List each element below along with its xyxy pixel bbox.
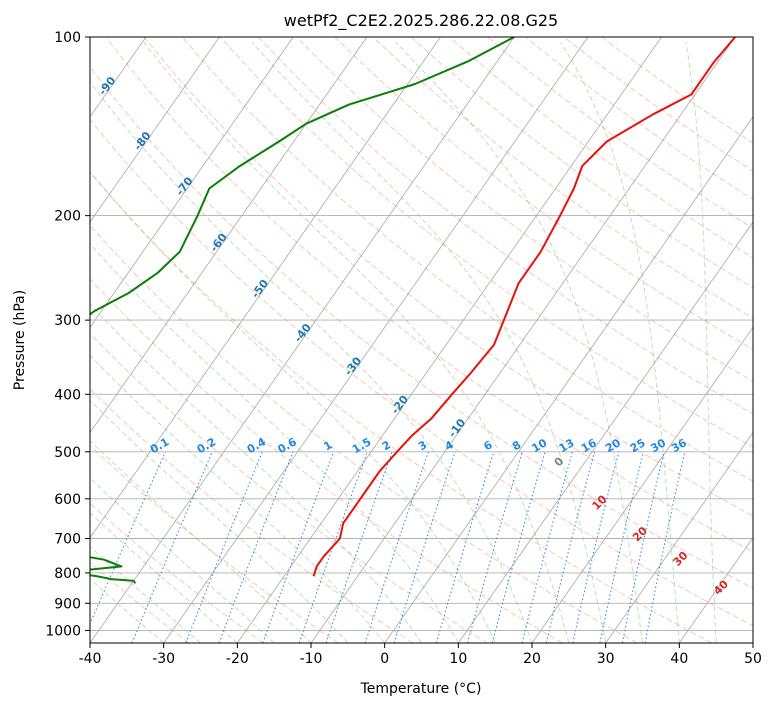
y-tick-label: 900 (54, 596, 81, 612)
isotherm-line (163, 37, 589, 643)
x-tick-label: 50 (744, 651, 762, 667)
x-tick-label: 30 (597, 651, 615, 667)
dry-adiabat (601, 37, 753, 144)
y-tick-label: 400 (54, 387, 81, 403)
x-tick-label: -20 (226, 651, 249, 667)
x-axis-label: Temperature (°C) (360, 681, 482, 697)
x-tick-label: 40 (670, 651, 688, 667)
isotherm-line (90, 37, 368, 434)
y-axis-label: Pressure (hPa) (12, 290, 28, 390)
mixing-ratio-line (621, 451, 665, 643)
y-tick-label: 200 (54, 209, 81, 225)
dry-adiabat (90, 66, 753, 589)
mixing-ratio-line (572, 451, 620, 643)
isotherm-line (90, 37, 294, 328)
x-tick-label: 20 (523, 651, 541, 667)
mixing-ratio-line (467, 451, 523, 643)
moist-adiabat (90, 578, 165, 643)
isotherm-line (384, 116, 753, 643)
dry-adiabat (143, 37, 753, 517)
isotherm-line (310, 37, 736, 643)
dewpoint-profile (90, 37, 515, 584)
x-tick-label: 10 (449, 651, 467, 667)
isotherm-line (605, 431, 753, 643)
mixing-ratio-line (545, 451, 596, 643)
moist-adiabat (90, 243, 459, 643)
isotherm-line (236, 37, 662, 643)
plot-frame (89, 36, 754, 644)
dry-adiabat (449, 37, 753, 259)
mixing-ratio-line (491, 451, 546, 643)
isotherm-line (531, 326, 753, 643)
mixing-ratio-line (364, 451, 429, 643)
moist-adiabat (90, 545, 201, 643)
mixing-ratio-line (131, 451, 213, 643)
moist-adiabat (90, 303, 422, 643)
isotherm-line (90, 37, 220, 223)
isotherm-line (678, 537, 753, 643)
dry-adiabat (90, 118, 753, 627)
y-tick-label: 700 (54, 532, 81, 548)
x-tick-label: -40 (79, 651, 102, 667)
moist-adiabat (90, 81, 533, 643)
moist-adiabat (90, 170, 496, 643)
moist-adiabat (251, 41, 607, 643)
mixing-ratio-line (521, 451, 573, 643)
mixing-ratio-line (393, 451, 456, 643)
dry-adiabat (296, 37, 753, 382)
temperature-profile (312, 37, 736, 577)
dry-adiabat (90, 171, 712, 643)
y-tick-label: 300 (54, 313, 81, 329)
dry-adiabat (90, 332, 488, 643)
isotherm-line (90, 37, 441, 539)
moist-adiabat (395, 41, 643, 643)
mixing-ratio-line (90, 451, 166, 626)
x-tick-label: 0 (380, 651, 389, 667)
dry-adiabat (258, 37, 753, 415)
dry-adiabat (90, 502, 264, 643)
y-tick-label: 1000 (45, 623, 81, 639)
moist-adiabat (685, 42, 717, 643)
dry-adiabat (334, 37, 753, 351)
mixing-ratio-line (599, 451, 644, 643)
x-tick-label: -30 (152, 651, 175, 667)
x-tick-label: -10 (300, 651, 323, 667)
mixing-ratio-line (435, 451, 495, 643)
dry-adiabat (487, 37, 753, 229)
y-tick-label: 800 (54, 566, 81, 582)
mixing-ratio-line (325, 451, 393, 643)
dry-adiabat (105, 37, 753, 553)
mixing-ratio-line (644, 451, 686, 643)
moist-adiabat (143, 41, 570, 643)
y-tick-label: 600 (54, 492, 81, 508)
moist-adiabat (560, 41, 680, 643)
moist-adiabat (90, 399, 349, 643)
chart-title: wetPf2_C2E2.2025.286.22.08.G25 (284, 11, 558, 31)
y-tick-label: 500 (54, 445, 81, 461)
axes: -40 -30 -20 -10 0 10 20 30 40 50 100 200 300 400 500 60… (45, 30, 762, 667)
isotherm-line (90, 37, 515, 643)
moist-adiabat (90, 477, 275, 643)
isotherm-line (457, 221, 753, 643)
dry-adiabat (90, 278, 563, 643)
dry-adiabat (220, 37, 753, 448)
dry-adiabat (410, 37, 753, 289)
y-tick-label: 100 (54, 30, 81, 46)
moist-adiabat (90, 354, 386, 643)
